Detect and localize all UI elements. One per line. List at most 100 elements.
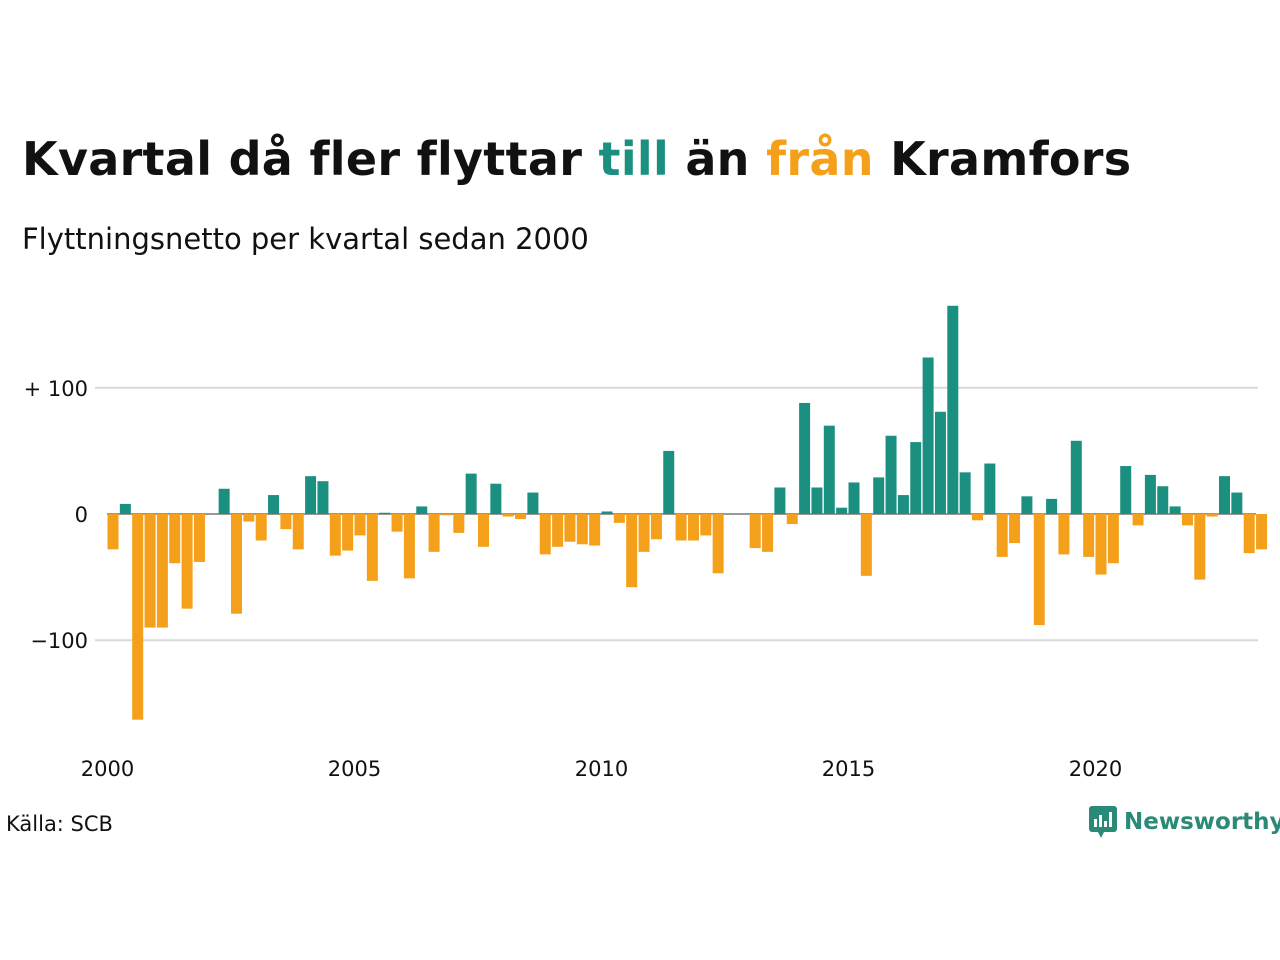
bar	[576, 514, 588, 545]
bar	[552, 514, 564, 547]
chart-title: Kvartal då fler flyttar till än från Kra…	[22, 132, 1131, 186]
bar	[329, 514, 341, 556]
bar	[1243, 514, 1255, 554]
bar	[440, 514, 452, 516]
bar	[1107, 514, 1119, 564]
bar	[366, 514, 378, 581]
bar	[132, 514, 144, 720]
bar	[564, 514, 576, 542]
source-note: Källa: SCB	[6, 812, 113, 836]
bar	[1058, 514, 1070, 555]
bar	[786, 514, 798, 525]
x-tick-label: 2005	[328, 757, 381, 781]
bar	[663, 450, 675, 514]
bar	[490, 483, 502, 514]
bar	[107, 514, 119, 550]
y-tick-label: + 100	[24, 377, 88, 401]
bar	[527, 492, 539, 514]
bar	[860, 514, 872, 576]
bar	[465, 473, 477, 514]
bar	[218, 488, 230, 514]
bar	[144, 514, 156, 628]
x-tick-label: 2000	[81, 757, 134, 781]
bar	[342, 514, 354, 551]
bar	[255, 514, 267, 541]
bar	[972, 514, 983, 521]
bar	[1021, 496, 1033, 514]
bar	[379, 512, 391, 514]
bar	[984, 463, 996, 514]
bar	[1046, 498, 1058, 514]
bar	[1256, 514, 1268, 550]
bar	[243, 514, 255, 522]
bar	[453, 514, 465, 533]
bar	[1083, 514, 1095, 557]
bar	[403, 514, 415, 579]
bar	[749, 514, 761, 549]
bar	[959, 472, 971, 514]
title-till: till	[598, 132, 670, 186]
bar	[181, 514, 193, 609]
bar	[1231, 492, 1243, 514]
bar	[687, 514, 699, 541]
bar	[1033, 514, 1045, 626]
bar	[774, 487, 786, 514]
title-part-2: än	[669, 132, 767, 186]
bar	[1132, 514, 1144, 526]
bar	[601, 511, 613, 514]
y-tick-label: −100	[30, 629, 88, 653]
bar	[638, 514, 650, 552]
bar	[156, 514, 168, 628]
bar	[391, 514, 403, 532]
bar	[626, 514, 638, 588]
bar-chart: + 100 0 −100 2000 2005 2010 2015 2020	[24, 305, 1268, 781]
bar	[1009, 514, 1021, 544]
bar	[589, 514, 601, 546]
bar	[823, 425, 835, 514]
bar	[799, 402, 811, 514]
bar	[1157, 486, 1169, 514]
bar	[539, 514, 551, 555]
newsworthy-logo: Newsworthy	[1088, 804, 1280, 840]
bar	[416, 506, 428, 514]
bar	[934, 411, 946, 514]
bar	[675, 514, 687, 541]
bar	[119, 503, 131, 514]
title-part-1: Kvartal då fler flyttar	[22, 132, 599, 186]
chart-subtitle: Flyttningsnetto per kvartal sedan 2000	[22, 222, 589, 256]
bar	[268, 495, 280, 514]
bar	[502, 514, 514, 517]
bar	[897, 495, 909, 514]
bar	[515, 514, 527, 520]
logo-text: Newsworthy	[1124, 809, 1280, 835]
bar	[428, 514, 440, 552]
bar	[1095, 514, 1107, 575]
bar	[317, 481, 329, 514]
bar	[1169, 506, 1181, 514]
bar	[1120, 466, 1132, 514]
bar	[848, 482, 860, 514]
bar	[650, 514, 662, 540]
bar	[947, 305, 959, 514]
bar	[700, 514, 712, 536]
bar	[811, 487, 823, 514]
bar	[996, 514, 1008, 557]
bar	[193, 514, 205, 562]
y-tick-label: 0	[75, 503, 88, 527]
bars	[107, 305, 1268, 720]
bar	[231, 514, 242, 614]
bar	[1219, 476, 1230, 514]
bar	[762, 514, 774, 552]
bar	[1144, 474, 1156, 514]
bar	[922, 357, 934, 514]
bar	[1206, 514, 1218, 517]
bar	[1181, 514, 1193, 526]
bar	[910, 442, 922, 514]
x-tick-label: 2020	[1069, 757, 1122, 781]
bar	[885, 435, 897, 514]
bar	[1194, 514, 1206, 580]
bar	[354, 514, 366, 536]
bar	[169, 514, 181, 564]
bar	[613, 514, 625, 523]
title-fran: från	[766, 132, 874, 186]
